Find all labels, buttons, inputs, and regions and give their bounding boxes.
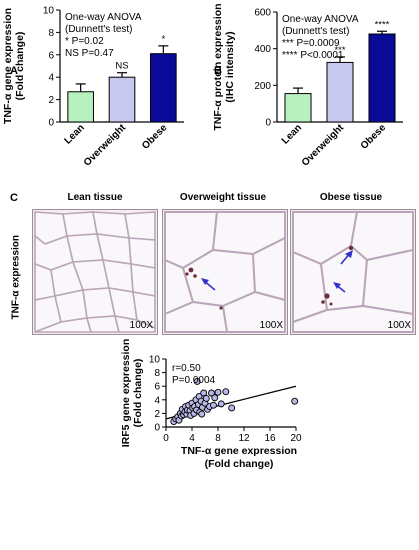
chart-a-ytick-label: 8 [48,28,54,39]
chart-b-ytick-label: 600 [254,8,271,19]
chart-b-ytick-label: 400 [254,44,271,55]
lean-tissue-image: 100X [32,209,158,335]
chart-a-bar [67,91,94,123]
chart-a-annotation-line: * P=0.02 [65,36,104,47]
chart-a-significance-label: NS [115,61,128,72]
obese-tissue-image: 100X [290,209,416,335]
overweight-tissue-micrograph [164,211,286,333]
scatter-point [208,389,215,397]
chart-b-ylabel-line: (IHC intensity) [224,31,236,102]
tissue-row-label: TNF-α expression [10,235,22,320]
panel-letter-a: A [10,65,18,77]
chart-b-ytick-label: 0 [265,118,271,129]
scatter-ylabel-line: IRF5 gene expression [120,339,132,448]
scatter-point [209,401,217,409]
scatter-ytick-label: 0 [154,423,160,434]
chart-b-annotation-line: (Dunnett's test) [282,26,350,37]
obese-tissue-title: Obese tissue [319,192,383,203]
scatter-point [214,388,222,396]
chart-a-ytick-label: 6 [48,50,54,61]
scatter-point [228,404,236,412]
chart-b-annotation-line: *** P=0.0009 [282,38,340,49]
scatter-point [193,377,201,385]
chart-b-bar [368,33,396,123]
scatter-ytick-label: 2 [154,409,160,420]
scatter-ytick-label: 8 [154,368,160,379]
scatter-point [202,394,210,402]
lean-tissue-micrograph [34,211,156,334]
scatter-point [198,410,206,418]
chart-b-ytick-label: 200 [254,81,271,92]
scatter-ylabel-line: (Fold change) [132,359,144,428]
chart-a-significance-label: * [161,34,165,45]
chart-a-ytick-label: 2 [48,95,54,106]
chart-b-bar [326,61,354,123]
chart-a-bar [150,53,177,123]
chart-a-ytick-label: 4 [48,73,54,84]
obese-tissue-micrograph [292,211,414,333]
scatter-xtick-label: 20 [290,433,302,444]
lean-magnification: 100X [129,320,153,331]
chart-a-annotation-line: One-way ANOVA [65,12,142,23]
scatter-point [200,389,208,397]
scatter-annotation-line: r=0.50 [172,363,201,374]
chart-b-ylabel-line: TNF-α protein expression [212,3,224,130]
scatter-point [211,394,219,402]
scatter-point [291,397,299,405]
scatter-xtick-label: 0 [163,433,169,444]
scatter-xtick-label: 16 [264,433,276,444]
scatter-ytick-label: 10 [149,355,161,366]
chart-b-significance-label: *** [334,45,345,56]
chart-a-bar [108,76,136,123]
chart-b-annotation-line: **** P<0.0001 [282,50,344,61]
chart-a-annotation-line: NS P=0.47 [65,48,114,59]
obese-magnification: 100X [387,320,411,331]
chart-b-annotation-line: One-way ANOVA [282,14,359,25]
lean-tissue-title: Lean tissue [67,192,123,203]
panel-letter-b: B [214,65,222,77]
scatter-xtick-label: 12 [238,433,250,444]
scatter-xlabel-line: TNF-α gene expression [181,445,297,457]
overweight-tissue-title: Overweight tissue [179,192,267,203]
chart-a-annotation-line: (Dunnett's test) [65,24,133,35]
chart-b-bar [284,93,312,123]
scatter-xlabel-line: (Fold change) [205,458,274,470]
scatter-annotation-line: P=0.0004 [172,375,216,386]
scatter-xtick-label: 4 [189,433,195,444]
chart-a-ytick-label: 10 [43,6,55,17]
overweight-tissue-image: 100X [162,209,288,335]
chart-a-ylabel-line: (Fold change) [14,32,26,101]
chart-a-ylabel-line: TNF-α gene expression [2,8,14,124]
overweight-magnification: 100X [259,320,283,331]
panel-letter-c: C [10,192,18,204]
scatter-ytick-label: 6 [154,382,160,393]
chart-b-significance-label: **** [375,19,390,30]
scatter-xtick-label: 8 [215,433,221,444]
scatter-point [222,388,230,396]
scatter-point [217,400,225,408]
chart-a-ytick-label: 0 [48,118,54,129]
scatter-ytick-label: 4 [154,395,160,406]
